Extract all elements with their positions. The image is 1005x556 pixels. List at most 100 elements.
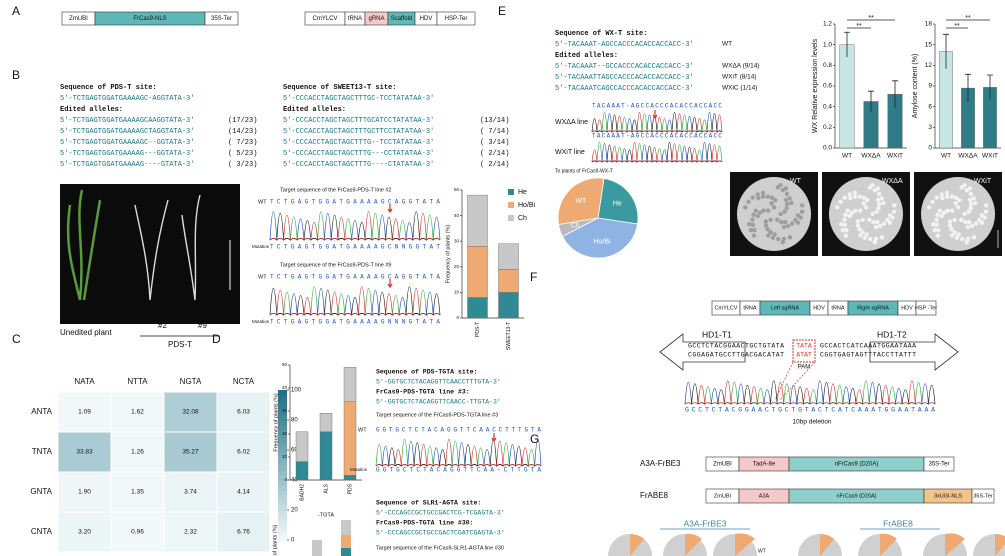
panel-label: B <box>12 68 20 82</box>
y-axis-label: Frequency of plants (%) <box>445 225 451 284</box>
label: Sequence of PDS-T site: <box>60 84 157 92</box>
label: ( 3/23) <box>228 161 257 169</box>
grain <box>953 195 959 200</box>
red-arrow <box>652 110 658 120</box>
colorbar-step <box>278 485 287 491</box>
label: WT <box>722 41 732 48</box>
colorbar-step <box>278 525 287 531</box>
colorbar-step <box>278 420 287 426</box>
label: Sequence of WX-T site: <box>555 30 647 38</box>
grain <box>870 211 875 217</box>
bar-segment <box>343 367 357 402</box>
label: WXiT line <box>555 149 585 156</box>
grain <box>934 217 939 222</box>
significance-label: ** <box>965 15 971 22</box>
pie-fragment <box>995 533 1005 556</box>
label: 5'-TCTGAGTGGATGAAAAG----GTATA-3' <box>60 161 194 169</box>
y-tick-label: 0.4 <box>823 103 832 110</box>
grain <box>755 213 760 219</box>
grain <box>959 185 964 190</box>
grain <box>853 208 858 213</box>
grain <box>778 211 783 217</box>
bar-segment <box>498 292 519 319</box>
chromatogram-trace <box>684 380 936 405</box>
grain <box>860 230 865 235</box>
label: Target sequence of the FrCas9-SLR1-AGTA … <box>376 545 504 551</box>
label: 5'-GGTGCTCTACAGGTTCAACCTTTGTA-3' <box>376 379 501 386</box>
label: 5'-TACAAAT-AGCCACCCACACCACCACC-3' <box>555 41 694 49</box>
grain <box>964 188 970 193</box>
grain <box>842 217 847 222</box>
pie-fragment <box>685 533 702 556</box>
label: 5'-CCCACCTAGCTAGCTTTG--TCCTATATAA-3' <box>283 139 434 147</box>
colorbar-step <box>278 480 287 486</box>
bar-segment <box>295 461 309 481</box>
grain <box>779 219 784 225</box>
bar-segment <box>319 431 333 481</box>
grain <box>769 201 774 206</box>
grain-label: WXiT <box>974 178 992 185</box>
colorbar-step <box>278 425 287 431</box>
grain <box>843 233 849 238</box>
construct-label: HDV <box>901 305 913 311</box>
grain <box>953 201 958 206</box>
construct-element <box>204 11 239 26</box>
construct-label: Scaffold <box>391 16 413 22</box>
grain <box>952 217 957 222</box>
group-label: FrABE8 <box>883 518 913 528</box>
construct-label: nFrCas9 (D20A) <box>835 462 879 468</box>
grain <box>876 201 882 207</box>
grain <box>784 201 790 207</box>
red-arrow <box>387 279 393 289</box>
grain <box>769 195 775 200</box>
photo-label: #9 <box>198 321 207 330</box>
x-tick-label: SWEET13-T <box>506 322 512 350</box>
grain <box>787 196 792 201</box>
grain <box>748 227 754 233</box>
label: (14/23) <box>228 128 257 136</box>
chromatogram-trace <box>591 142 723 163</box>
grain <box>761 208 766 213</box>
x-tick-label: WXΔA <box>958 153 978 160</box>
construct-element <box>915 300 937 316</box>
chromatogram-trace <box>591 112 723 133</box>
error-bar <box>844 31 850 58</box>
red-arrow <box>491 433 497 443</box>
label: GCCTCTACGGAACTGCTGTATA <box>688 343 784 350</box>
y-tick-label: 0.0 <box>823 145 832 152</box>
target-arrow <box>659 333 746 371</box>
cell-label: 1.26 <box>131 449 144 456</box>
grain <box>766 233 771 238</box>
grain <box>935 233 941 238</box>
label: 5'-TCTGAGTGGATGAAAAGC--GGTATA-3' <box>60 139 194 147</box>
grain <box>757 210 763 215</box>
grain <box>868 236 873 242</box>
colorbar-label: 0 <box>291 538 295 544</box>
cell-label: 6.76 <box>237 529 250 536</box>
construct-label: HSP -Ter <box>915 305 937 311</box>
grain <box>775 185 780 190</box>
grain <box>746 222 752 227</box>
grain <box>752 227 757 233</box>
grain <box>887 213 893 218</box>
cell-label: 2.32 <box>184 529 197 536</box>
grain <box>965 236 971 242</box>
grain <box>947 223 953 228</box>
colorbar-step <box>278 475 287 481</box>
grain <box>768 230 773 235</box>
colorbar-step <box>278 390 287 396</box>
y-tick-label: 20 <box>454 264 460 269</box>
cell-label: 3.20 <box>78 529 91 536</box>
grain <box>983 209 989 214</box>
cell-label: 35.27 <box>182 449 199 456</box>
x-tick-label: PDS <box>347 483 353 494</box>
row-label: TNTA <box>32 447 53 456</box>
x-tick-label: PDS-T <box>475 322 481 337</box>
row-label: GNTA <box>30 487 52 496</box>
cell-label: 6.03 <box>237 409 250 416</box>
column-label: NCTA <box>233 377 255 386</box>
error-bar <box>987 74 993 100</box>
heatmap-cell <box>216 391 271 433</box>
grain <box>971 196 976 201</box>
cell-label: 1.35 <box>131 489 144 496</box>
